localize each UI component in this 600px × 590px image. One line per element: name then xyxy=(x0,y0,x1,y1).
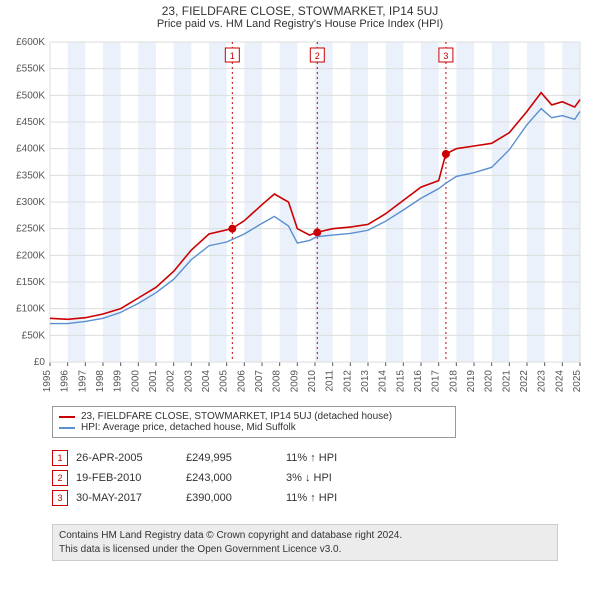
attribution-line-1: Contains HM Land Registry data © Crown c… xyxy=(59,529,551,543)
txn-row-marker: 2 xyxy=(52,470,68,486)
y-tick-label: £300K xyxy=(16,197,45,208)
x-tick-label: 2024 xyxy=(554,370,565,393)
txn-pct: 11% ↑ HPI xyxy=(286,492,406,504)
x-tick-label: 2000 xyxy=(130,370,141,393)
x-tick-label: 2002 xyxy=(166,370,177,393)
x-tick-label: 1999 xyxy=(113,370,124,393)
y-tick-label: £100K xyxy=(16,304,45,315)
legend-row: HPI: Average price, detached house, Mid … xyxy=(59,422,449,433)
x-tick-label: 1998 xyxy=(95,370,106,393)
legend-swatch xyxy=(59,427,75,429)
figure-root: 23, FIELDFARE CLOSE, STOWMARKET, IP14 5U… xyxy=(0,0,600,590)
x-tick-label: 1997 xyxy=(77,370,88,393)
y-tick-label: £500K xyxy=(16,90,45,101)
txn-price: £249,995 xyxy=(186,452,286,464)
txn-price: £390,000 xyxy=(186,492,286,504)
y-tick-label: £550K xyxy=(16,64,45,75)
x-tick-label: 2003 xyxy=(183,370,194,393)
txn-marker-num: 1 xyxy=(230,51,235,61)
x-tick-label: 2018 xyxy=(448,370,459,393)
legend-label: HPI: Average price, detached house, Mid … xyxy=(81,422,296,433)
x-tick-label: 2013 xyxy=(360,370,371,393)
x-tick-label: 2009 xyxy=(289,370,300,393)
legend-box: 23, FIELDFARE CLOSE, STOWMARKET, IP14 5U… xyxy=(52,406,456,438)
legend-label: 23, FIELDFARE CLOSE, STOWMARKET, IP14 5U… xyxy=(81,411,392,422)
x-tick-label: 2004 xyxy=(201,370,212,393)
y-tick-label: £50K xyxy=(22,330,46,341)
txn-marker-num: 2 xyxy=(315,51,320,61)
x-tick-label: 2019 xyxy=(466,370,477,393)
x-tick-label: 2010 xyxy=(307,370,318,393)
y-tick-label: £200K xyxy=(16,250,45,261)
chart-svg: £0 £50K £100K £150K £200K £250K £300K £350K £400… xyxy=(0,0,600,408)
y-tick-label: £0 xyxy=(34,357,46,368)
txn-row-marker: 1 xyxy=(52,450,68,466)
x-tick-label: 2015 xyxy=(395,370,406,393)
x-tick-label: 2011 xyxy=(325,370,336,392)
x-tick-label: 2007 xyxy=(254,370,265,393)
x-tick-label: 2012 xyxy=(342,370,353,393)
txn-row-marker: 3 xyxy=(52,490,68,506)
x-tick-label: 2017 xyxy=(431,370,442,393)
y-tick-label: £450K xyxy=(16,117,45,128)
txn-row: 2 19-FEB-2010£243,0003% ↓ HPI xyxy=(52,468,406,488)
attribution-box: Contains HM Land Registry data © Crown c… xyxy=(52,524,558,561)
x-tick-label: 2008 xyxy=(272,370,283,393)
x-tick-label: 2014 xyxy=(378,370,389,393)
x-tick-label: 2025 xyxy=(572,370,583,393)
x-tick-label: 2016 xyxy=(413,370,424,393)
y-tick-label: £600K xyxy=(16,37,45,48)
x-tick-label: 2001 xyxy=(148,370,159,393)
x-tick-label: 2023 xyxy=(537,370,548,393)
y-tick-label: £150K xyxy=(16,277,45,288)
legend-row: 23, FIELDFARE CLOSE, STOWMARKET, IP14 5U… xyxy=(59,411,449,422)
x-tick-label: 2020 xyxy=(484,370,495,393)
txn-date: 30-MAY-2017 xyxy=(76,492,186,504)
txn-marker-num: 3 xyxy=(443,51,448,61)
txn-row: 1 26-APR-2005£249,99511% ↑ HPI xyxy=(52,448,406,468)
legend-swatch xyxy=(59,416,75,418)
x-tick-label: 2006 xyxy=(236,370,247,393)
y-tick-label: £400K xyxy=(16,144,45,155)
x-tick-label: 2021 xyxy=(501,370,512,393)
txn-pct: 3% ↓ HPI xyxy=(286,472,406,484)
transactions-table: 126-APR-2005£249,99511% ↑ HPI219-FEB-201… xyxy=(52,448,406,508)
txn-pct: 11% ↑ HPI xyxy=(286,452,406,464)
txn-date: 19-FEB-2010 xyxy=(76,472,186,484)
y-tick-label: £350K xyxy=(16,170,45,181)
x-tick-label: 2005 xyxy=(219,370,230,393)
attribution-line-2: This data is licensed under the Open Gov… xyxy=(59,543,551,557)
x-tick-label: 1996 xyxy=(60,370,71,393)
x-tick-label: 1995 xyxy=(42,370,53,393)
txn-row: 3 30-MAY-2017£390,00011% ↑ HPI xyxy=(52,488,406,508)
txn-date: 26-APR-2005 xyxy=(76,452,186,464)
y-tick-label: £250K xyxy=(16,224,45,235)
x-tick-label: 2022 xyxy=(519,370,530,393)
txn-price: £243,000 xyxy=(186,472,286,484)
